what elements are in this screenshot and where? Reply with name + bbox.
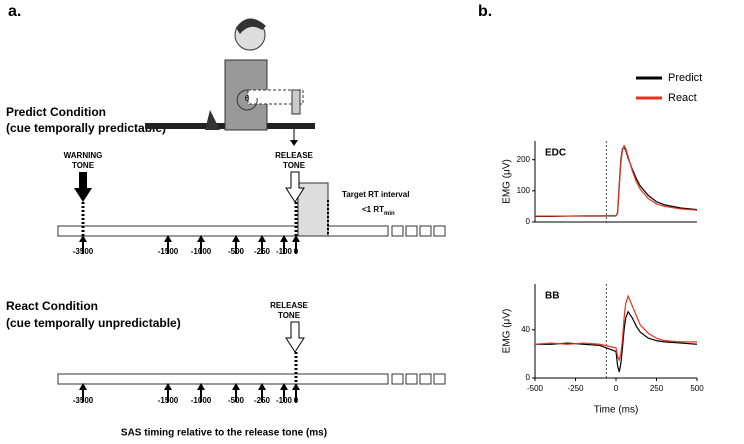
tick-arrowhead bbox=[197, 235, 205, 242]
tick-label: -500 bbox=[228, 396, 245, 405]
interval-label: Target RT interval bbox=[342, 190, 409, 199]
tick-arrowhead bbox=[79, 383, 87, 390]
release-label: TONE bbox=[278, 311, 301, 320]
legend-label: React bbox=[668, 92, 697, 104]
x-axis-label: Time (ms) bbox=[594, 405, 639, 416]
tick-arrowhead bbox=[232, 235, 240, 242]
panel-label: b. bbox=[478, 3, 492, 20]
tick-label: -1000 bbox=[191, 396, 212, 405]
tick-arrowhead bbox=[258, 235, 266, 242]
warning-label: WARNING bbox=[64, 151, 103, 160]
tick-label: -250 bbox=[254, 396, 271, 405]
tick-arrowhead bbox=[164, 235, 172, 242]
tick-label: -3500 bbox=[73, 247, 94, 256]
legend-label: Predict bbox=[668, 72, 702, 84]
subject-illustration bbox=[145, 18, 315, 146]
series-line bbox=[534, 294, 697, 362]
tick-arrowhead bbox=[197, 383, 205, 390]
tick-arrowhead bbox=[258, 383, 266, 390]
x-tick-label: 0 bbox=[614, 384, 619, 393]
series-line bbox=[535, 310, 698, 373]
interval-text: <1 RT bbox=[362, 205, 384, 214]
condition-title: React Condition bbox=[6, 299, 98, 313]
tick-label: 0 bbox=[294, 247, 299, 256]
tick-label: -3500 bbox=[73, 396, 94, 405]
y-axis-label: EMG (μV) bbox=[502, 309, 513, 354]
axis-label: SAS timing relative to the release tone … bbox=[121, 428, 327, 439]
x-tick-label: -250 bbox=[567, 384, 584, 393]
tick-label: -1000 bbox=[191, 247, 212, 256]
tick-arrowhead bbox=[292, 383, 300, 390]
tick-arrowhead bbox=[280, 235, 288, 242]
timeline bbox=[57, 182, 446, 385]
tick-label: 0 bbox=[294, 396, 299, 405]
tone-arrows bbox=[74, 171, 329, 384]
y-tick-label: 40 bbox=[521, 325, 530, 334]
y-axis-label: EMG (μV) bbox=[502, 159, 513, 204]
tick-label: -500 bbox=[228, 247, 245, 256]
chart-title: BB bbox=[545, 291, 559, 302]
condition-subtitle: (cue temporally unpredictable) bbox=[6, 316, 181, 330]
series-line bbox=[535, 144, 698, 217]
tick-label: -100 bbox=[276, 396, 293, 405]
x-tick-label: 250 bbox=[650, 384, 664, 393]
tick-label: -250 bbox=[254, 247, 271, 256]
warning-label: TONE bbox=[72, 161, 95, 170]
y-tick-label: 0 bbox=[526, 373, 531, 382]
y-tick-label: 100 bbox=[517, 186, 531, 195]
panel-label: a. bbox=[8, 3, 21, 20]
x-tick-label: -500 bbox=[527, 384, 544, 393]
tick-arrowhead bbox=[292, 235, 300, 242]
tick-arrowhead bbox=[232, 383, 240, 390]
angle-label: θ bbox=[245, 94, 250, 103]
y-tick-label: 0 bbox=[526, 217, 531, 226]
condition-title: Predict Condition bbox=[6, 105, 106, 119]
release-label: TONE bbox=[283, 161, 306, 170]
condition-subtitle: (cue temporally predictable) bbox=[6, 121, 166, 135]
release-label: RELEASE bbox=[270, 301, 308, 310]
chart-title: EDC bbox=[545, 148, 566, 159]
interval-sub: min bbox=[384, 211, 395, 217]
tick-label: -100 bbox=[276, 247, 293, 256]
release-label: RELEASE bbox=[275, 151, 313, 160]
tick-label: -1500 bbox=[158, 247, 179, 256]
interval-label: <1 RTmin bbox=[362, 205, 395, 216]
y-tick-label: 200 bbox=[517, 155, 531, 164]
tick-arrowhead bbox=[280, 383, 288, 390]
x-tick-label: 500 bbox=[690, 384, 704, 393]
tick-arrowhead bbox=[79, 235, 87, 242]
tick-arrowhead bbox=[164, 383, 172, 390]
tick-label: -1500 bbox=[158, 396, 179, 405]
